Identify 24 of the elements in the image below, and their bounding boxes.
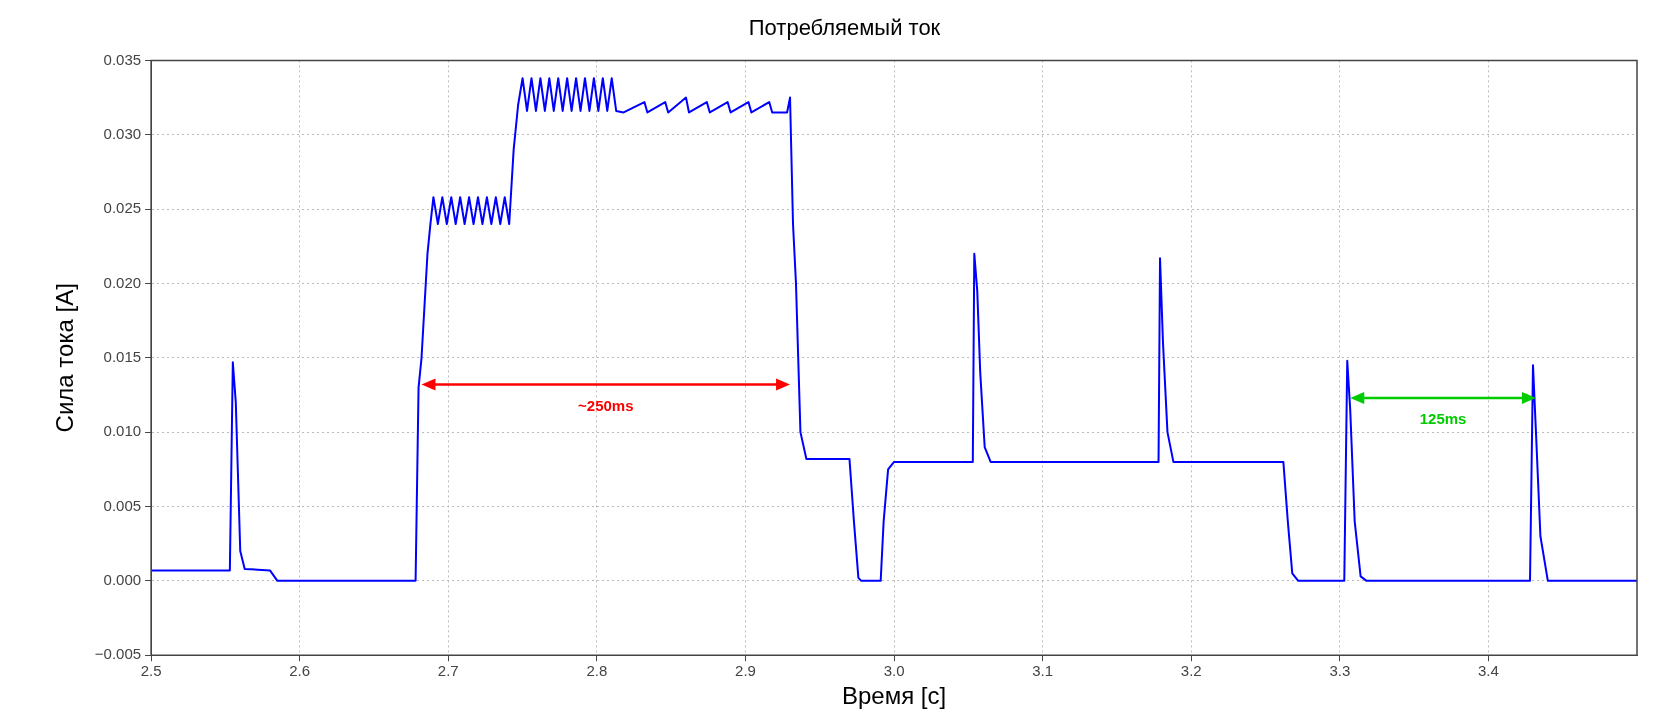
y-tick-label: 0.020 xyxy=(103,273,142,291)
y-tick-label: 0.035 xyxy=(103,50,142,68)
y-axis-title: Сила тока [А] xyxy=(51,283,79,433)
y-tick-label: 0.030 xyxy=(103,124,142,142)
chart-title: Потребляемый ток xyxy=(748,15,941,41)
y-tick-label: 0.025 xyxy=(103,199,142,217)
x-tick-label: 2.6 xyxy=(289,662,311,680)
x-tick-label: 3.0 xyxy=(883,662,905,680)
x-tick-label: 2.9 xyxy=(735,662,756,680)
annotation: ~250ms xyxy=(578,396,634,414)
x-axis-title: Время [с] xyxy=(841,682,947,710)
y-tick-label: −0.005 xyxy=(94,645,142,663)
y-tick-label: 0.000 xyxy=(103,570,142,588)
x-tick-label: 3.1 xyxy=(1032,662,1054,680)
x-tick-label: 2.8 xyxy=(586,662,608,680)
x-tick-label: 2.7 xyxy=(437,662,459,680)
y-tick-label: 0.010 xyxy=(103,422,142,440)
x-tick-label: 3.2 xyxy=(1180,662,1202,680)
annotation: 125ms xyxy=(1419,410,1467,428)
y-tick-label: 0.015 xyxy=(103,347,142,365)
y-tick-label: 0.005 xyxy=(103,496,142,514)
x-tick-label: 3.4 xyxy=(1477,662,1499,680)
x-tick-label: 2.5 xyxy=(140,662,162,680)
x-tick-label: 3.3 xyxy=(1329,662,1351,680)
